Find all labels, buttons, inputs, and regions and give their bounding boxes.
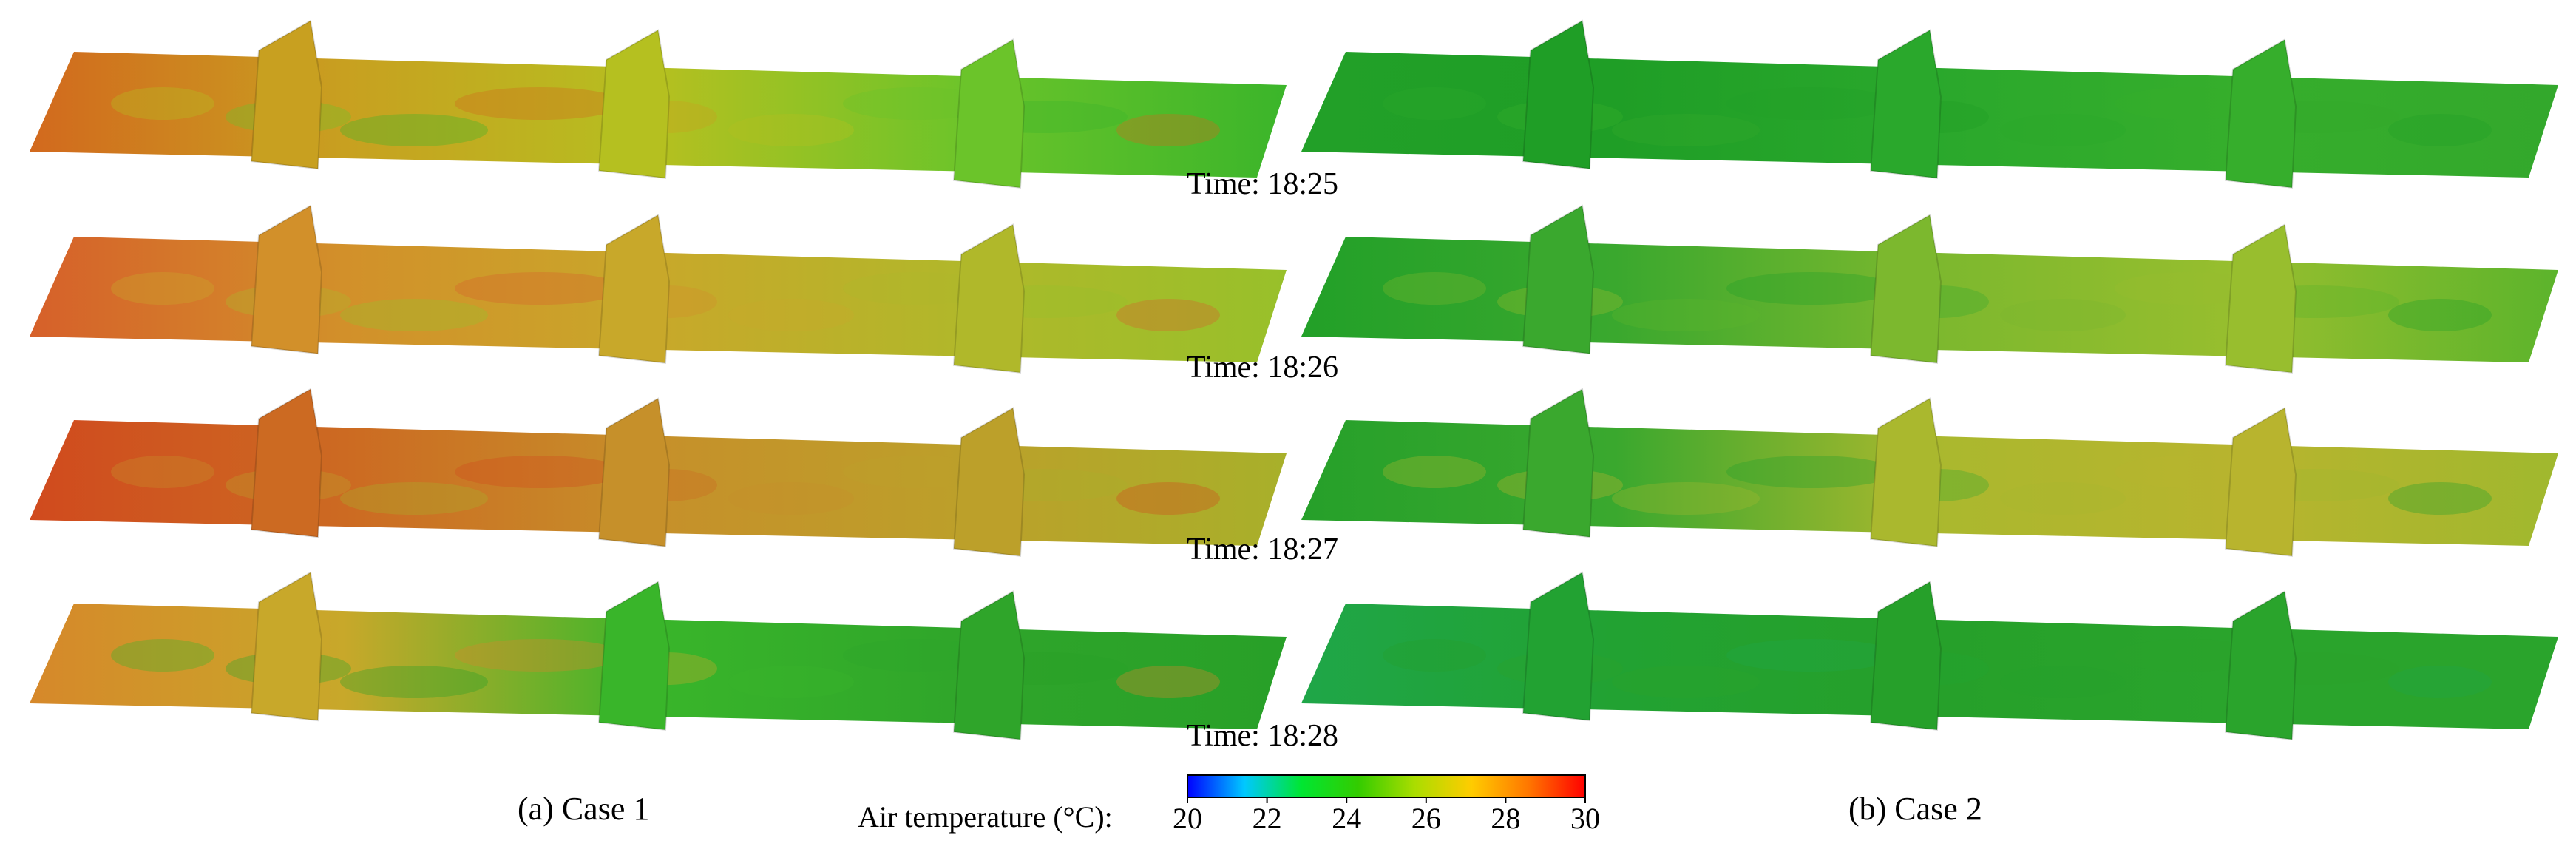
case2-slab-1-blob [2115, 87, 2263, 120]
case2-slab-4-fin-1 [1522, 571, 1595, 722]
case1-slab-1-blob [1116, 114, 1220, 146]
case2-slab-3 [1301, 388, 2558, 557]
case1-slab-4-blob [455, 639, 625, 672]
colorbar-tick-label: 30 [1570, 802, 1600, 835]
case2-slab-3-fin-3 [2224, 407, 2297, 557]
case1-slab-4-fin-3 [952, 590, 1026, 740]
case2-slab-1-fin-2 [1869, 29, 1942, 179]
case1-slab-4-fin-2 [597, 581, 671, 731]
case1-slab-3-blob [111, 456, 214, 488]
simulation-panels [30, 19, 2558, 740]
case2-slab-4-blob [1383, 639, 1486, 672]
case1-slab-3-blob [728, 482, 854, 515]
case1-slab-2-blob [843, 272, 991, 305]
case2-slab-1-blob [1383, 87, 1486, 120]
case1-slab-2-fin-1 [250, 204, 323, 355]
case2-slab-2-fin-1 [1522, 204, 1595, 355]
case-label-1: (a) Case 1 [518, 791, 649, 827]
case1-slab-3-blob [843, 456, 991, 488]
colorbar-tick-label: 22 [1253, 802, 1282, 835]
case1-slab-1-blob [111, 87, 214, 120]
case1-slab-4-blob [111, 639, 214, 672]
case1-slab-1-fin-1 [250, 19, 323, 170]
case1-slab-2-fin-2 [597, 214, 671, 364]
case2-slab-3-blob [2000, 482, 2126, 515]
case2-slab-2-blob [2388, 299, 2492, 331]
colorbar-label: Air temperature (°C): [858, 800, 1113, 834]
colorbar-gradient [1187, 774, 1586, 798]
case1-slab-3 [30, 388, 1287, 557]
case-label-2: (b) Case 2 [1848, 791, 1982, 827]
case1-slab-1-blob [455, 87, 625, 120]
case1-slab-2-blob [455, 272, 625, 305]
time-label-1: Time: 18:25 [1187, 167, 1338, 201]
case2-slab-4-blob [1612, 666, 1760, 698]
case1-slab-2 [30, 204, 1287, 374]
case1-slab-1-blob [728, 114, 854, 146]
case2-slab-1-blob [1612, 114, 1760, 146]
case2-slab-2-blob [2115, 272, 2263, 305]
case2-slab-2-blob [2000, 299, 2126, 331]
case2-slab-2 [1301, 204, 2558, 374]
case2-slab-3-blob [2388, 482, 2492, 515]
case1-slab-2-fin-3 [952, 223, 1026, 374]
case2-slab-4-blob [2115, 639, 2263, 672]
case1-slab-3-blob [1116, 482, 1220, 515]
case2-slab-4-blob [1726, 639, 1897, 672]
case2-slab-3-blob [1612, 482, 1760, 515]
case1-slab-1 [30, 19, 1287, 189]
case1-slab-4-blob [843, 639, 991, 672]
colorbar-ticks: 20 22 24 26 28 30 [1173, 797, 1600, 835]
case1-slab-1-blob [340, 114, 488, 146]
case2-slab-2-blob [1612, 299, 1760, 331]
case2-slab-1 [1301, 19, 2558, 189]
case2-slab-2-fin-3 [2224, 223, 2297, 374]
case2-slab-4-fin-2 [1869, 581, 1942, 731]
case1-slab-2-blob [728, 299, 854, 331]
case1-slab-1-fin-2 [597, 29, 671, 179]
case1-slab-2-blob [1116, 299, 1220, 331]
case2-slab-4-blob [2000, 666, 2126, 698]
case1-slab-3-blob [455, 456, 625, 488]
case1-slab-1-fin-3 [952, 38, 1026, 189]
time-label-2: Time: 18:26 [1187, 351, 1338, 385]
colorbar-tick-label: 26 [1411, 802, 1441, 835]
case2-slab-3-blob [2115, 456, 2263, 488]
case2-slab-3-blob [1726, 456, 1897, 488]
case2-slab-1-blob [2388, 114, 2492, 146]
case2-slab-1-blob [1726, 87, 1897, 120]
colorbar-tick-label: 28 [1491, 802, 1520, 835]
case2-slab-4-fin-3 [2224, 590, 2297, 740]
case2-slab-3-fin-2 [1869, 397, 1942, 547]
case1-slab-4-blob [728, 666, 854, 698]
case2-slab-2-blob [1383, 272, 1486, 305]
time-label-4: Time: 18:28 [1187, 719, 1338, 753]
case2-slab-4-blob [2388, 666, 2492, 698]
time-label-3: Time: 18:27 [1187, 533, 1338, 567]
case1-slab-4 [30, 571, 1287, 740]
case1-slab-4-blob [340, 666, 488, 698]
case1-slab-4-blob [1116, 666, 1220, 698]
case2-slab-4 [1301, 571, 2558, 740]
case2-slab-3-fin-1 [1522, 388, 1595, 538]
colorbar: Air temperature (°C): 20 22 24 26 28 30 [858, 774, 1600, 835]
case1-slab-3-fin-3 [952, 407, 1026, 557]
case2-slab-1-fin-3 [2224, 38, 2297, 189]
colorbar-tick-label: 20 [1173, 802, 1202, 835]
case1-slab-2-blob [340, 299, 488, 331]
case1-slab-3-fin-1 [250, 388, 323, 538]
case2-slab-2-blob [1726, 272, 1897, 305]
case2-slab-2-fin-2 [1869, 214, 1942, 364]
case1-slab-3-blob [340, 482, 488, 515]
case1-slab-2-blob [111, 272, 214, 305]
case2-slab-1-fin-1 [1522, 19, 1595, 170]
case2-slab-1-blob [2000, 114, 2126, 146]
case1-slab-3-fin-2 [597, 397, 671, 547]
colorbar-tick-label: 24 [1332, 802, 1361, 835]
case1-slab-1-blob [843, 87, 991, 120]
case1-slab-4-fin-1 [250, 571, 323, 722]
case2-slab-3-blob [1383, 456, 1486, 488]
